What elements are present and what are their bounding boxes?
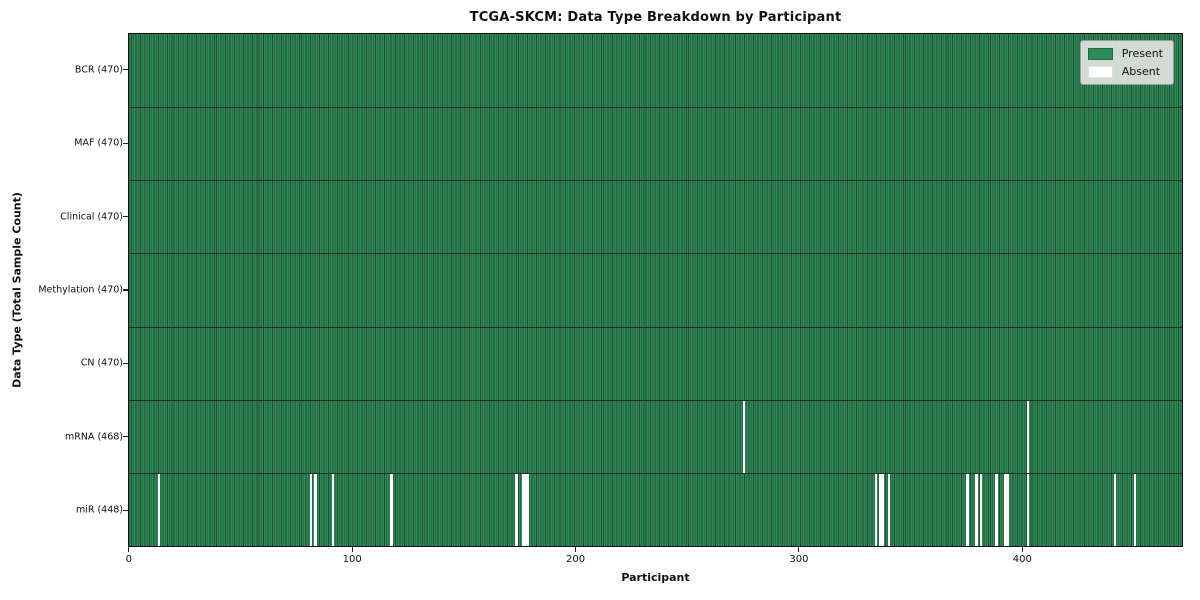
y-tick-label: CN (470) (80, 357, 123, 369)
absent-stripe (1113, 473, 1116, 546)
heatmap-row-cn (129, 326, 1182, 400)
heatmap-row-bcr (129, 34, 1182, 108)
x-tick-label: 0 (125, 554, 132, 565)
absent-stripe (515, 473, 518, 546)
legend-item-absent: Absent (1087, 65, 1163, 78)
heatmap-row-methylation (129, 253, 1182, 327)
y-tick-label: MAF (470) (74, 137, 123, 149)
y-tick-mark (123, 215, 128, 218)
x-tick-mark (574, 547, 577, 552)
heatmap-row-clinical (129, 180, 1182, 254)
absent-stripe (309, 473, 313, 546)
absent-stripe (1026, 473, 1029, 546)
x-tick-label: 300 (789, 554, 809, 565)
y-tick-mark (123, 289, 128, 291)
x-tick-mark (798, 547, 800, 552)
absent-stripe (158, 473, 161, 546)
absent-stripe (521, 473, 525, 546)
absent-stripe (979, 473, 982, 546)
plot-area: Present Absent (128, 33, 1183, 547)
x-axis-label: Participant (621, 571, 690, 584)
x-tick-label: 400 (1012, 554, 1032, 565)
y-tick-mark (123, 509, 128, 511)
y-tick-mark (123, 436, 128, 438)
absent-stripe (743, 400, 746, 473)
x-tick-mark (1021, 547, 1023, 552)
heatmap-row-mrna (129, 399, 1182, 473)
absent-stripe (874, 473, 878, 546)
heatmap-row-mir (129, 472, 1182, 546)
absent-stripe (390, 473, 393, 546)
absent-stripe (1026, 400, 1029, 473)
absent-stripe (314, 473, 317, 546)
absent-stripe (1006, 473, 1009, 546)
absent-stripe (526, 473, 529, 546)
absent-stripe (975, 473, 978, 546)
absent-stripe (1133, 473, 1137, 546)
absent-stripe (995, 473, 998, 546)
x-tick-label: 100 (342, 554, 362, 565)
x-tick-mark (351, 547, 353, 552)
legend: Present Absent (1079, 40, 1174, 85)
absent-stripe (1004, 473, 1007, 546)
absent-stripe (332, 473, 335, 546)
absent-stripe (524, 473, 527, 546)
absent-stripe (966, 473, 969, 546)
heatmap-row-maf (129, 107, 1182, 181)
y-tick-mark (123, 362, 128, 365)
y-tick-mark (123, 69, 128, 71)
legend-absent-label: Absent (1121, 65, 1161, 78)
y-tick-label: mRNA (468) (64, 431, 123, 443)
legend-item-present: Present (1087, 47, 1163, 60)
absent-stripe (888, 473, 891, 546)
absent-stripe (879, 473, 882, 546)
y-tick-label: Methylation (470) (38, 284, 123, 296)
chart-title: TCGA-SKCM: Data Type Breakdown by Partic… (469, 10, 842, 25)
y-tick-label: miR (448) (75, 504, 123, 516)
x-tick-label: 200 (565, 554, 586, 565)
x-tick-mark (128, 547, 130, 552)
legend-absent-swatch (1087, 65, 1113, 78)
y-axis-label: Data Type (Total Sample Count) (10, 192, 24, 388)
heatmap-rows (129, 34, 1182, 546)
y-tick-mark (123, 142, 128, 144)
legend-present-swatch (1087, 47, 1113, 60)
absent-stripe (881, 473, 884, 546)
y-tick-label: Clinical (470) (60, 211, 123, 223)
legend-present-label: Present (1121, 47, 1163, 60)
y-tick-label: BCR (470) (74, 64, 123, 76)
